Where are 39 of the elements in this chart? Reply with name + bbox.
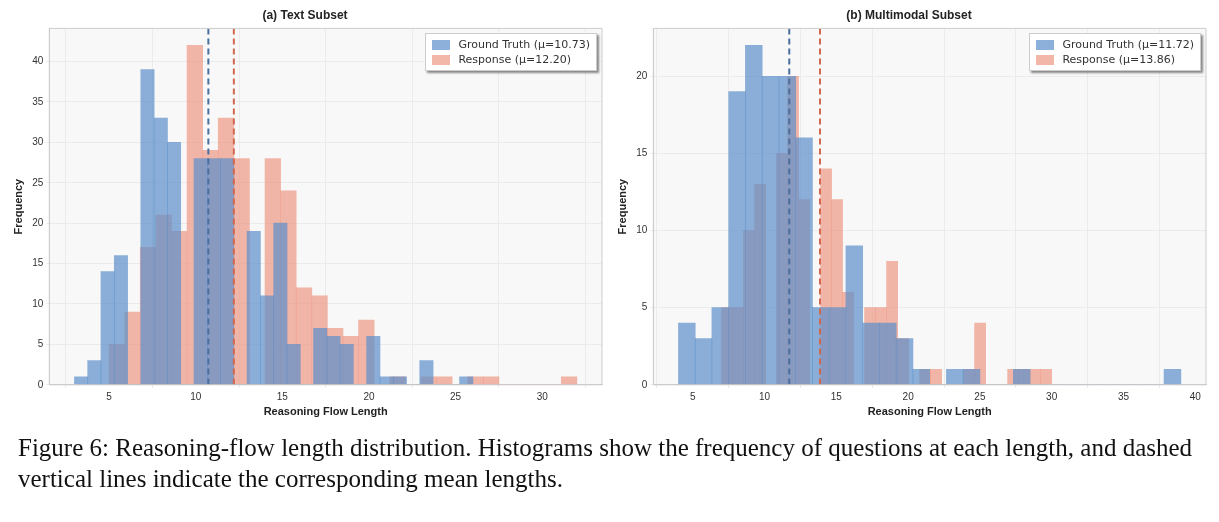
x-tick-label: 25 xyxy=(974,390,986,402)
x-axis-title: Reasoning Flow Length xyxy=(867,405,992,418)
x-tick-label: 5 xyxy=(106,390,113,402)
y-axis-title: Frequency xyxy=(615,177,628,235)
y-tick-label: 20 xyxy=(636,69,648,81)
chart-title: (b) Multimodal Subset xyxy=(846,7,972,22)
x-tick-label: 40 xyxy=(1189,390,1202,402)
x-tick-label: 20 xyxy=(902,390,915,402)
legend-label: Ground Truth (μ=10.73) xyxy=(458,37,590,53)
y-tick-label: 15 xyxy=(32,257,44,269)
x-tick-label: 25 xyxy=(450,390,462,402)
x-tick-label: 5 xyxy=(690,390,697,402)
y-tick-label: 5 xyxy=(641,301,648,313)
caption: Figure 6: Reasoning-flow length distribution. Histograms show the frequency of questions at each length, and dashed vertical lines indicate the corresponding mean lengths. xyxy=(18,433,1194,494)
x-tick-label: 10 xyxy=(190,390,202,402)
chart-title: (a) Text Subset xyxy=(262,7,348,22)
x-tick-label: 30 xyxy=(1046,390,1058,402)
legend-label: Ground Truth (μ=11.72) xyxy=(1062,37,1194,53)
y-tick-label: 0 xyxy=(641,378,648,390)
x-tick-label: 30 xyxy=(536,390,549,402)
y-tick-label: 25 xyxy=(32,176,44,188)
y-tick-label: 30 xyxy=(32,136,44,148)
y-tick-label: 15 xyxy=(636,147,648,159)
y-axis-title: Frequency xyxy=(11,177,24,235)
y-tick-label: 0 xyxy=(37,378,44,390)
x-tick-label: 15 xyxy=(276,390,289,402)
x-axis-title: Reasoning Flow Length xyxy=(263,405,388,418)
y-tick-label: 10 xyxy=(32,297,44,309)
x-tick-label: 35 xyxy=(1117,390,1130,402)
x-tick-label: 15 xyxy=(830,390,843,402)
y-tick-label: 35 xyxy=(32,95,44,107)
y-tick-label: 20 xyxy=(32,216,44,228)
y-tick-label: 40 xyxy=(32,55,44,67)
y-tick-label: 5 xyxy=(37,338,44,350)
x-tick-label: 20 xyxy=(363,390,375,402)
legend-label: Response (μ=12.20) xyxy=(458,52,571,68)
legend-label: Response (μ=13.86) xyxy=(1062,52,1175,68)
x-tick-label: 10 xyxy=(759,390,771,402)
y-tick-label: 10 xyxy=(636,224,648,236)
